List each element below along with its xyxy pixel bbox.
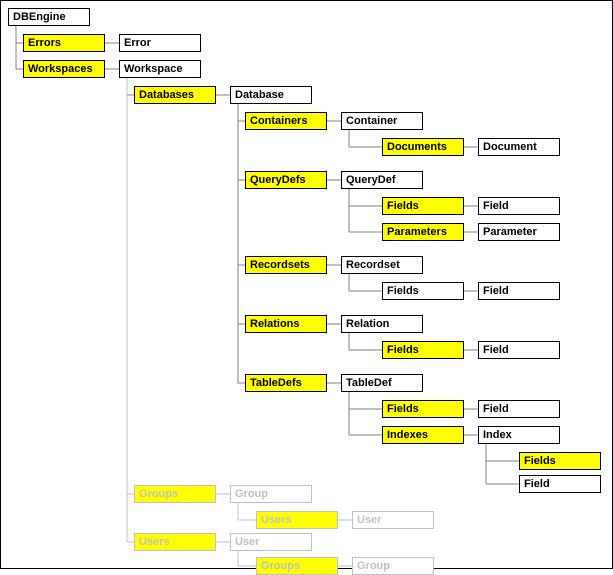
node-groups: Groups	[134, 485, 216, 503]
node-rs_fields: Fields	[382, 282, 464, 300]
node-indexes: Indexes	[382, 426, 464, 444]
dao-object-model-diagram: DBEngine Errors Error Workspaces Workspace Da…	[0, 0, 613, 569]
node-index: Index	[478, 426, 560, 444]
node-recordset: Recordset	[341, 256, 423, 274]
node-document: Document	[478, 138, 560, 156]
node-idx_fields: Fields	[519, 452, 601, 470]
node-parameter: Parameter	[478, 223, 560, 241]
node-containers: Containers	[245, 112, 327, 130]
node-rel_fields: Fields	[382, 341, 464, 359]
node-relation: Relation	[341, 315, 423, 333]
node-td_fields: Fields	[382, 400, 464, 418]
node-documents: Documents	[382, 138, 464, 156]
node-workspaces: Workspaces	[23, 60, 105, 78]
node-parameters: Parameters	[382, 223, 464, 241]
node-workspace: Workspace	[119, 60, 201, 78]
node-relations: Relations	[245, 315, 327, 333]
node-usr_groups: Groups	[256, 557, 338, 575]
node-errors: Errors	[23, 34, 105, 52]
node-td_field: Field	[478, 400, 560, 418]
node-users: Users	[134, 533, 216, 551]
node-grp_user: User	[352, 511, 434, 529]
node-tabledef: TableDef	[341, 374, 423, 392]
node-usr_group: Group	[352, 557, 434, 575]
node-idx_field: Field	[519, 475, 601, 493]
node-grp_users: Users	[256, 511, 338, 529]
node-qd_field: Field	[478, 197, 560, 215]
node-qd_fields: Fields	[382, 197, 464, 215]
node-group: Group	[230, 485, 312, 503]
node-rel_field: Field	[478, 341, 560, 359]
node-error: Error	[119, 34, 201, 52]
node-querydefs: QueryDefs	[245, 171, 327, 189]
node-tabledefs: TableDefs	[245, 374, 327, 392]
node-databases: Databases	[134, 86, 216, 104]
node-querydef: QueryDef	[341, 171, 423, 189]
node-dbengine: DBEngine	[8, 8, 90, 26]
node-recordsets: Recordsets	[245, 256, 327, 274]
node-container: Container	[341, 112, 423, 130]
node-database: Database	[230, 86, 312, 104]
node-user: User	[230, 533, 312, 551]
node-rs_field: Field	[478, 282, 560, 300]
